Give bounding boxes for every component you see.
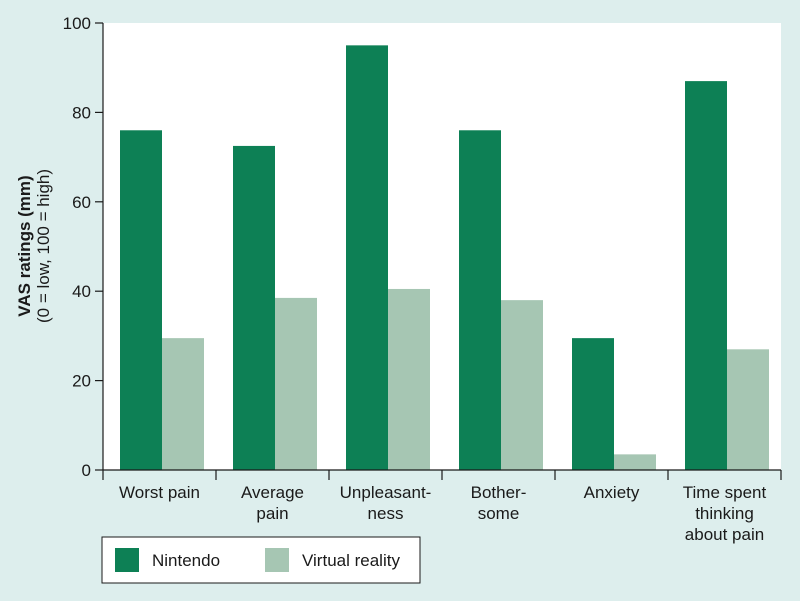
x-categories-group: Worst pain Average pain Unpleasant-ness Both… bbox=[119, 483, 766, 544]
bar-nintendo-1 bbox=[233, 145, 275, 471]
bars-group bbox=[120, 45, 769, 471]
y-axis-label: VAS ratings (mm) bbox=[15, 175, 34, 316]
y-tick-label: 20 bbox=[72, 372, 91, 391]
x-category-label: Unpleasant-ness bbox=[340, 483, 432, 523]
legend: Nintendo Virtual reality bbox=[101, 536, 421, 584]
bar-nintendo-3 bbox=[459, 130, 501, 470]
y-tick-label: 60 bbox=[72, 193, 91, 212]
y-tick-label: 40 bbox=[72, 282, 91, 301]
y-ticks-group: 0 20 40 60 80 100 bbox=[63, 14, 103, 480]
bar-nintendo-5 bbox=[685, 81, 727, 471]
y-tick-label: 100 bbox=[63, 14, 91, 33]
legend-swatch-virtual-reality bbox=[265, 548, 289, 572]
x-category-label: Time spent thinking about pain bbox=[683, 483, 767, 544]
x-category-label: Worst pain bbox=[119, 483, 200, 502]
y-tick-label: 0 bbox=[82, 461, 91, 480]
bar-virtual-reality-5 bbox=[727, 349, 769, 470]
legend-swatch-nintendo bbox=[115, 548, 139, 572]
y-axis-sublabel: (0 = low, 100 = high) bbox=[34, 169, 53, 323]
legend-label-nintendo: Nintendo bbox=[152, 551, 220, 570]
axes-group bbox=[102, 23, 782, 480]
x-category-label: Bother-some bbox=[471, 483, 527, 523]
y-tick-label: 80 bbox=[72, 103, 91, 122]
bar-virtual-reality-4 bbox=[614, 454, 656, 470]
bar-virtual-reality-1 bbox=[275, 297, 317, 470]
legend-box bbox=[101, 536, 421, 584]
bar-virtual-reality-2 bbox=[388, 288, 430, 470]
bar-virtual-reality-3 bbox=[501, 300, 543, 470]
bar-virtual-reality-0 bbox=[162, 338, 204, 470]
x-category-label: Average pain bbox=[241, 483, 304, 523]
plot-area bbox=[103, 23, 781, 470]
bar-nintendo-0 bbox=[120, 130, 162, 470]
legend-label-virtual-reality: Virtual reality bbox=[302, 551, 400, 570]
bar-nintendo-2 bbox=[346, 45, 388, 470]
bar-nintendo-4 bbox=[572, 338, 614, 470]
x-category-label: Anxiety bbox=[584, 483, 640, 502]
